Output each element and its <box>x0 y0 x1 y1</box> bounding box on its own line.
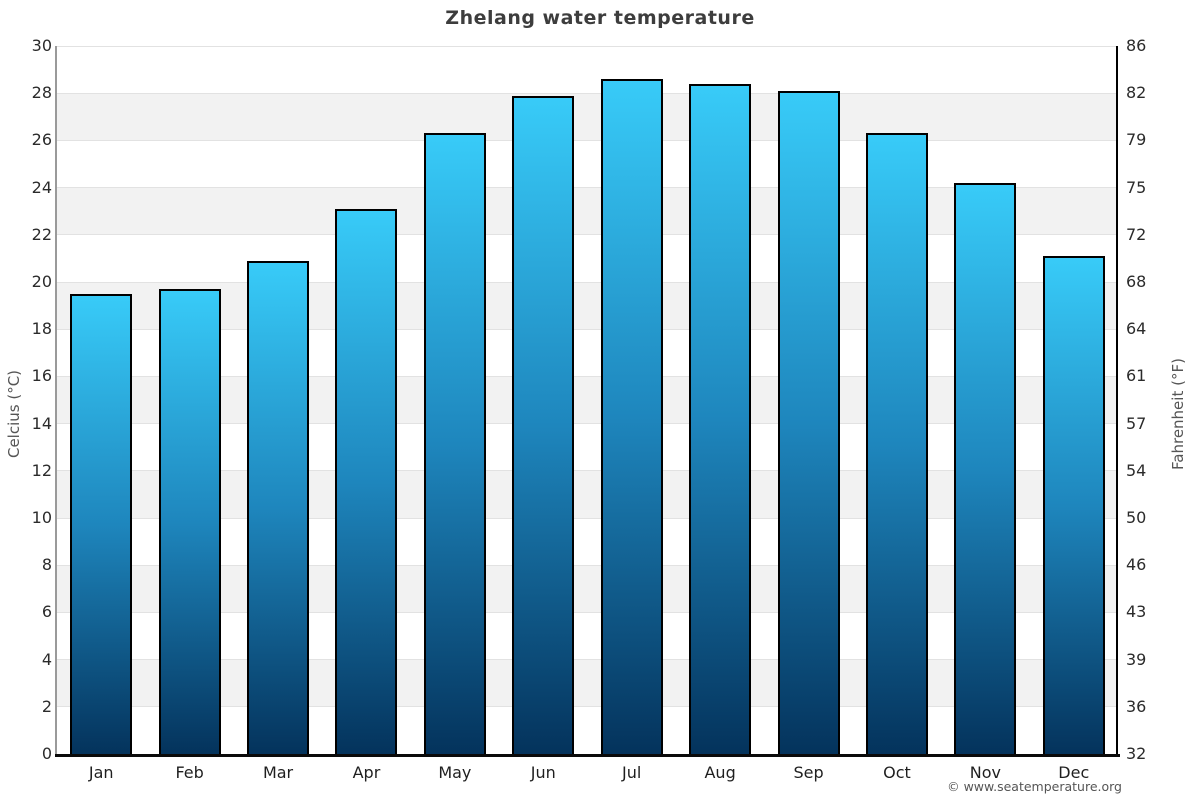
month-label-feb: Feb <box>175 763 204 782</box>
gridline <box>57 139 1118 141</box>
fahrenheit-tick-label: 72 <box>1126 224 1147 244</box>
fahrenheit-tick-label: 32 <box>1126 744 1147 763</box>
plot-band <box>57 470 1118 518</box>
gridline <box>57 92 1118 94</box>
fahrenheit-tick-label: 82 <box>1126 83 1147 103</box>
fahrenheit-tick-label: 39 <box>1126 649 1147 669</box>
gridline <box>57 423 1118 425</box>
gridline <box>57 659 1118 661</box>
celsius-tick-label: 30 <box>31 36 52 55</box>
month-label-nov: Nov <box>969 763 1001 782</box>
bar-may[interactable] <box>423 133 486 754</box>
fahrenheit-tick-label: 61 <box>1126 366 1147 386</box>
bar-mar[interactable] <box>247 260 310 754</box>
celsius-tick-label: 0 <box>41 744 52 763</box>
bar-jun[interactable] <box>512 95 575 754</box>
celsius-tick-label: 4 <box>41 649 52 669</box>
gridline <box>57 706 1118 708</box>
fahrenheit-tick-label: 50 <box>1126 508 1147 527</box>
fahrenheit-tick-label: 36 <box>1126 696 1147 716</box>
celsius-tick-label: 22 <box>31 224 52 244</box>
month-label-mar: Mar <box>262 763 294 782</box>
month-label-aug: Aug <box>704 763 736 782</box>
gridline <box>57 234 1118 236</box>
gridline <box>57 470 1118 472</box>
celsius-tick-label: 18 <box>31 319 52 339</box>
month-axis-line <box>55 754 1120 757</box>
celsius-tick-label: 20 <box>31 272 52 291</box>
plot-band <box>57 565 1118 613</box>
month-label-jan: Jan <box>88 763 114 782</box>
fahrenheit-tick-label: 57 <box>1126 413 1147 433</box>
celsius-tick-label: 6 <box>41 602 52 622</box>
bar-jan[interactable] <box>70 293 133 754</box>
celsius-axis-line <box>55 46 57 754</box>
month-label-sep: Sep <box>793 763 824 782</box>
bar-sep[interactable] <box>777 90 840 754</box>
bar-aug[interactable] <box>689 83 752 754</box>
fahrenheit-tick-label: 68 <box>1126 272 1147 291</box>
bar-apr[interactable] <box>335 208 398 754</box>
gridline <box>57 187 1118 189</box>
fahrenheit-tick-label: 86 <box>1126 36 1147 55</box>
fahrenheit-tick-label: 64 <box>1126 319 1147 339</box>
month-label-oct: Oct <box>883 763 911 782</box>
plot-band <box>57 187 1118 235</box>
bar-oct[interactable] <box>865 133 928 754</box>
celsius-tick-label: 12 <box>31 460 52 480</box>
fahrenheit-tick-label: 46 <box>1126 555 1147 575</box>
month-label-may: May <box>438 763 472 782</box>
bar-nov[interactable] <box>954 182 1017 754</box>
gridline <box>57 611 1118 613</box>
plot-band <box>57 93 1118 141</box>
month-label-jul: Jul <box>622 763 642 782</box>
gridline <box>57 564 1118 566</box>
celsius-tick-label: 14 <box>31 413 52 433</box>
celsius-tick-label: 28 <box>31 83 52 103</box>
bar-feb[interactable] <box>158 289 221 754</box>
plot-band <box>57 282 1118 330</box>
chart-title: Zhelang water temperature <box>445 7 755 29</box>
celsius-tick-label: 24 <box>31 177 52 197</box>
fahrenheit-tick-label: 75 <box>1126 177 1147 197</box>
gridline <box>57 45 1118 47</box>
fahrenheit-tick-label: 79 <box>1126 130 1147 150</box>
bar-jul[interactable] <box>600 79 663 754</box>
celsius-tick-label: 16 <box>31 366 52 386</box>
month-label-dec: Dec <box>1058 763 1090 782</box>
plot-band <box>57 659 1118 707</box>
fahrenheit-tick-label: 54 <box>1126 460 1147 480</box>
celsius-tick-label: 26 <box>31 130 52 150</box>
copyright-text: © www.seatemperature.org <box>947 779 1122 794</box>
gridline <box>57 517 1118 519</box>
month-label-jun: Jun <box>530 763 556 782</box>
celsius-tick-label: 10 <box>31 508 52 527</box>
celsius-tick-label: 8 <box>41 555 52 575</box>
gridline <box>57 375 1118 377</box>
fahrenheit-tick-label: 43 <box>1126 602 1147 622</box>
gridline <box>57 328 1118 330</box>
bar-dec[interactable] <box>1042 256 1105 754</box>
fahrenheit-axis-line <box>1116 46 1118 754</box>
celsius-tick-label: 2 <box>41 696 52 716</box>
gridline <box>57 281 1118 283</box>
month-label-apr: Apr <box>352 763 381 782</box>
plot-band <box>57 376 1118 424</box>
